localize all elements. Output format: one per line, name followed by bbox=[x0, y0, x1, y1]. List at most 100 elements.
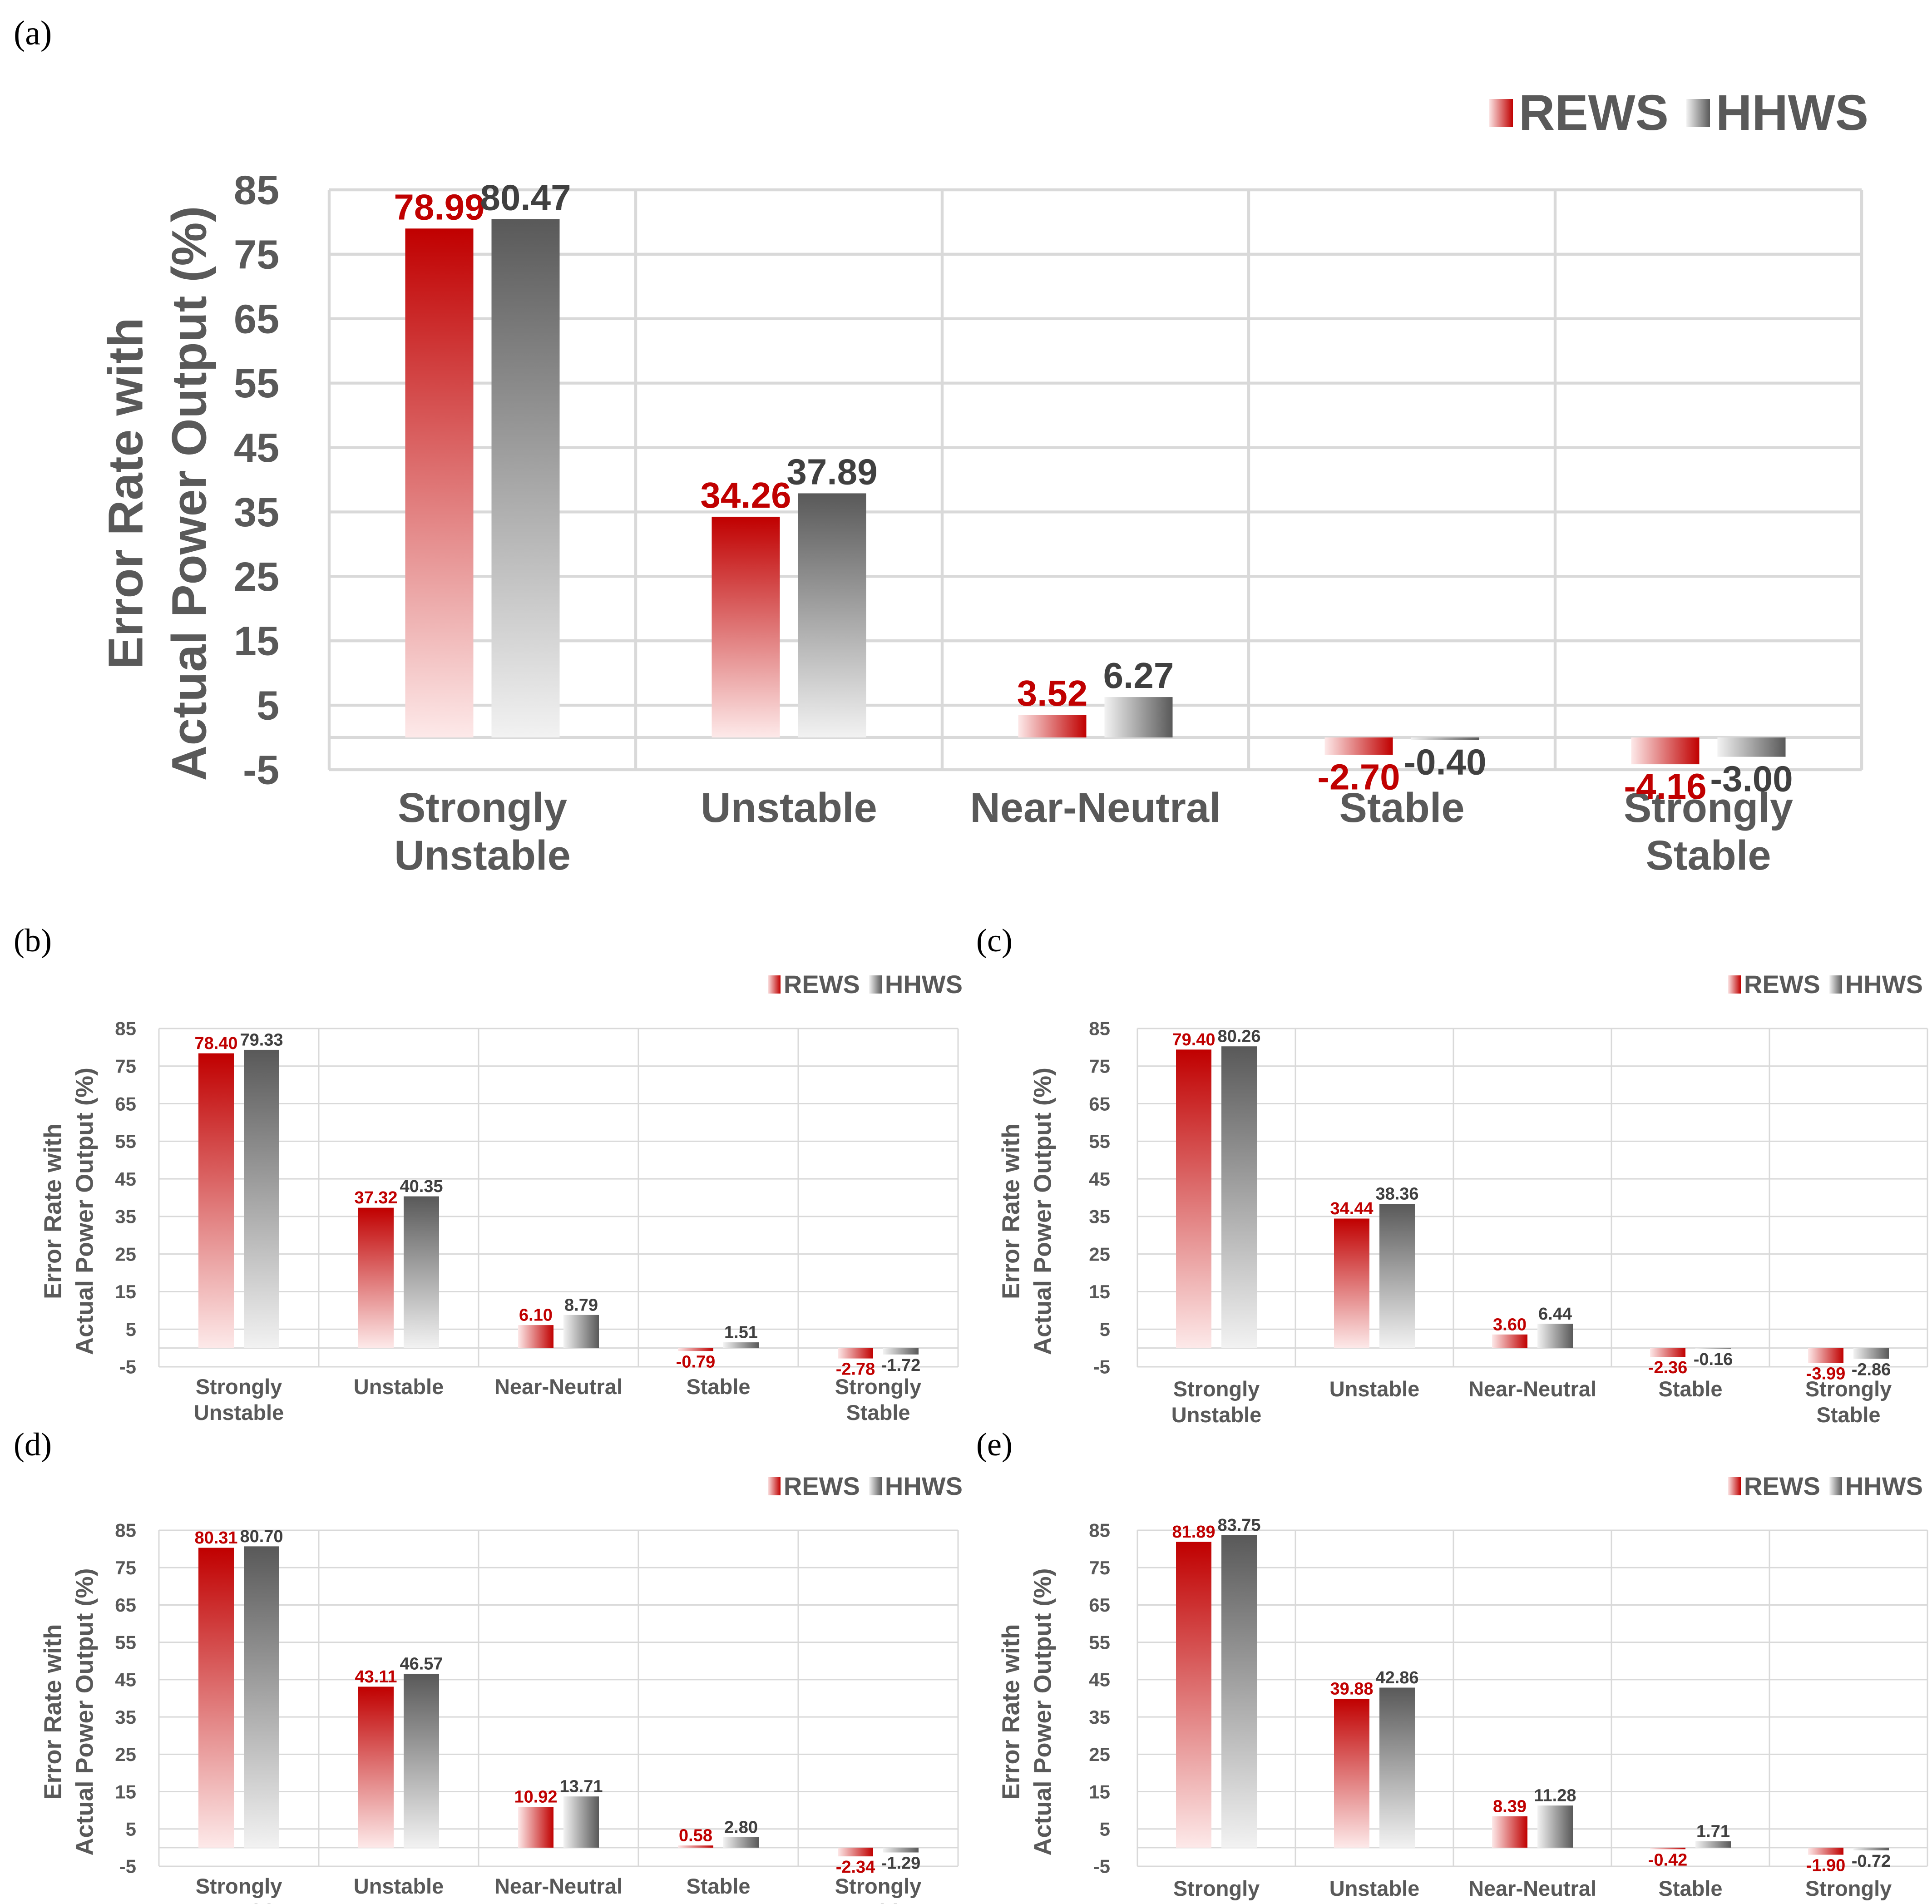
y-tick-label: 25 bbox=[1089, 1744, 1110, 1765]
data-label-rews: -1.90 bbox=[1806, 1856, 1846, 1875]
bar-rews bbox=[1650, 1348, 1685, 1357]
legend-item-rews: REWS bbox=[1728, 969, 1820, 999]
chart-svg: 85 75 65 55 45 35 25 15 5 -5 Error Rate with Actual… bbox=[997, 1516, 1928, 1904]
x-category-label: Stable bbox=[1658, 1876, 1722, 1900]
legend-label: HHWS bbox=[884, 1472, 963, 1500]
legend-swatch bbox=[1728, 1477, 1741, 1495]
data-label-rews: -0.42 bbox=[1648, 1850, 1688, 1869]
panel-label: (c) bbox=[976, 922, 1013, 959]
y-tick-label: 5 bbox=[126, 1818, 136, 1840]
bar-hhws bbox=[563, 1315, 599, 1348]
y-tick-label: 65 bbox=[115, 1594, 136, 1616]
data-label-rews: 78.40 bbox=[194, 1034, 237, 1053]
chart-panel: (a) REWS HHWS 85 75 65 55 45 35 25 15 5 -5 Error Rate… bbox=[0, 0, 1932, 899]
y-tick-label: 15 bbox=[234, 619, 279, 664]
bar-rews bbox=[1650, 1847, 1685, 1850]
y-axis-label: Error Rate with bbox=[997, 1624, 1024, 1800]
data-label-rews: -3.99 bbox=[1806, 1365, 1846, 1384]
x-category-label: Strongly bbox=[835, 1375, 922, 1399]
legend-item-rews: REWS bbox=[1489, 84, 1669, 142]
bar-rews bbox=[838, 1348, 873, 1359]
data-label-rews: 43.11 bbox=[355, 1667, 397, 1686]
legend-swatch bbox=[1829, 1477, 1842, 1495]
bar-rews bbox=[678, 1845, 713, 1848]
x-category-label: Unstable bbox=[354, 1375, 444, 1399]
x-category-label: Stable bbox=[686, 1874, 750, 1898]
y-tick-label: 45 bbox=[234, 425, 279, 471]
data-label-rews: 10.92 bbox=[514, 1788, 557, 1807]
data-label-hhws: 38.36 bbox=[1375, 1185, 1418, 1204]
data-label-rews: 0.58 bbox=[679, 1826, 712, 1845]
legend-label: HHWS bbox=[1845, 970, 1923, 999]
bar-hhws bbox=[1537, 1324, 1573, 1348]
y-tick-label: 55 bbox=[1089, 1131, 1110, 1152]
x-category-label: Near-Neutral bbox=[494, 1874, 623, 1898]
y-tick-label: 35 bbox=[234, 490, 279, 535]
bar-rews bbox=[198, 1548, 234, 1848]
y-tick-label: -5 bbox=[1093, 1856, 1110, 1877]
legend-item-rews: REWS bbox=[767, 969, 860, 999]
y-axis-label: Actual Power Output (%) bbox=[71, 1068, 98, 1355]
chart-legend: REWS HHWS bbox=[1728, 969, 1923, 999]
y-tick-label: 75 bbox=[1089, 1055, 1110, 1077]
x-category-label: Unstable bbox=[1171, 1902, 1262, 1904]
legend-item-rews: REWS bbox=[767, 1471, 860, 1501]
bar-rews bbox=[1492, 1334, 1527, 1348]
y-axis-label: Actual Power Output (%) bbox=[1029, 1568, 1056, 1856]
chart-legend: REWS HHWS bbox=[1728, 1471, 1923, 1501]
x-category-label: Near-Neutral bbox=[1468, 1377, 1596, 1401]
data-label-rews: -2.78 bbox=[836, 1360, 875, 1379]
chart-legend: REWS HHWS bbox=[767, 1471, 963, 1501]
y-tick-label: 85 bbox=[234, 168, 279, 213]
data-label-rews: 78.99 bbox=[394, 187, 484, 227]
data-label-hhws: 80.26 bbox=[1217, 1027, 1260, 1046]
x-category-label: Strongly bbox=[1173, 1876, 1260, 1900]
data-label-rews: 3.60 bbox=[1493, 1315, 1527, 1334]
data-label-hhws: 6.44 bbox=[1538, 1305, 1572, 1324]
y-axis-label: Actual Power Output (%) bbox=[71, 1568, 98, 1856]
panel-label: (a) bbox=[14, 14, 52, 52]
y-tick-label: 75 bbox=[1089, 1557, 1110, 1578]
data-label-hhws: 80.47 bbox=[480, 177, 571, 218]
bar-rews bbox=[358, 1207, 394, 1348]
legend-swatch bbox=[767, 975, 781, 994]
chart-panel: (b) REWS HHWS 85 75 65 55 45 35 25 15 5 -5 Error Rate… bbox=[0, 913, 963, 1424]
data-label-rews: -4.16 bbox=[1624, 766, 1706, 806]
bar-rews bbox=[1176, 1049, 1211, 1348]
bar-hhws bbox=[1537, 1805, 1573, 1848]
y-tick-label: 85 bbox=[115, 1018, 136, 1039]
bar-rews bbox=[1334, 1218, 1369, 1348]
y-tick-label: 75 bbox=[115, 1557, 136, 1578]
x-category-label: Strongly bbox=[1805, 1876, 1892, 1900]
panel-label: (d) bbox=[14, 1426, 52, 1463]
y-axis-label: Error Rate with bbox=[39, 1123, 66, 1299]
y-tick-label: 35 bbox=[1089, 1706, 1110, 1728]
chart-svg: 85 75 65 55 45 35 25 15 5 -5 Error Rate with Actual… bbox=[39, 1018, 959, 1424]
y-tick-label: 35 bbox=[115, 1706, 136, 1728]
x-category-label: Unstable bbox=[354, 1874, 444, 1898]
bar-hhws bbox=[723, 1837, 759, 1848]
y-tick-label: 55 bbox=[1089, 1632, 1110, 1653]
data-label-hhws: 42.86 bbox=[1375, 1668, 1418, 1687]
data-label-hhws: 80.70 bbox=[240, 1527, 283, 1546]
x-category-label: Stable bbox=[1816, 1403, 1880, 1427]
data-label-hhws: -3.00 bbox=[1710, 759, 1793, 799]
y-tick-label: 15 bbox=[115, 1281, 136, 1302]
legend-label: REWS bbox=[1744, 1472, 1820, 1500]
y-tick-label: 45 bbox=[1089, 1168, 1110, 1190]
legend-item-hhws: HHWS bbox=[1829, 1471, 1923, 1501]
data-label-hhws: -0.16 bbox=[1694, 1350, 1733, 1369]
x-category-label: Unstable bbox=[701, 785, 877, 831]
y-tick-label: 25 bbox=[115, 1744, 136, 1765]
data-label-rews: -2.36 bbox=[1648, 1358, 1688, 1377]
bar-rews bbox=[1808, 1847, 1843, 1855]
y-tick-label: -5 bbox=[243, 748, 279, 793]
legend-swatch bbox=[1686, 99, 1710, 127]
bar-hhws bbox=[1695, 1841, 1731, 1848]
x-category-label: Strongly bbox=[1173, 1377, 1260, 1401]
y-tick-label: 25 bbox=[234, 554, 279, 600]
bar-rews bbox=[518, 1325, 553, 1348]
y-tick-label: 25 bbox=[115, 1243, 136, 1265]
x-category-label: Stable bbox=[1816, 1902, 1880, 1904]
y-tick-label: 5 bbox=[1100, 1818, 1110, 1840]
